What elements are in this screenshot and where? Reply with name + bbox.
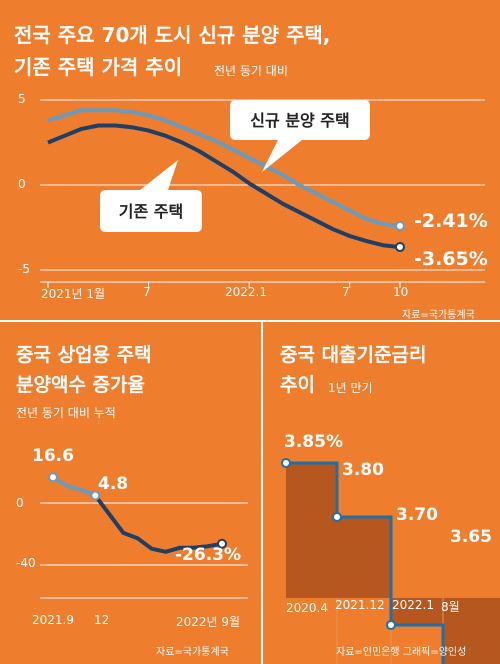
y-tick-minus40: -40 [16, 556, 36, 570]
label-16-6: 16.6 [32, 446, 74, 466]
y-tick-5: 5 [18, 92, 26, 106]
rate-step-line [286, 461, 445, 664]
end-label-new: -2.41% [414, 210, 488, 232]
panel2-title-line1: 중국 상업용 주택 [16, 344, 152, 366]
series-new-end-point [395, 220, 405, 231]
sales-growth-points [48, 472, 227, 549]
end-label-existing: -3.65% [414, 248, 488, 270]
rate-point [332, 512, 342, 522]
label-minus-26-3: -26.3% [175, 545, 242, 565]
x-tick-label: 7 [143, 285, 151, 299]
panel3-subtitle: 1년 만기 [328, 381, 373, 395]
new-housing-callout: 신규 분양 주택 [230, 100, 370, 172]
x-tick-label: 2021년 1월 [41, 287, 106, 301]
panel3-title-line2: 추이 [280, 374, 315, 396]
panel2-subtitle: 전년 동기 대비 누적 [16, 406, 116, 420]
panel3-source: 자료=인민은행 그래픽=양인성 [336, 647, 467, 658]
y-tick-minus5: -5 [18, 262, 30, 276]
panel1-title-line1: 전국 주요 70개 도시 신규 분양 주택, [14, 23, 331, 47]
horizontal-divider [0, 320, 500, 322]
label-3-70: 3.70 [396, 505, 438, 525]
data-point [48, 472, 58, 483]
panel2-title-line2: 분양액수 증가율 [16, 374, 145, 396]
panel1-subtitle: 전년 동기 대비 [214, 64, 288, 78]
x-tick-label: 2022.1 [225, 285, 267, 299]
rate-area [286, 463, 500, 664]
rate-points [281, 458, 396, 630]
x-tick-label: 10 [393, 285, 409, 299]
sales-growth-line [93, 494, 223, 554]
x-tick-label: 2020.4 [286, 601, 328, 615]
panel1-source: 자료=국가통계국 [402, 310, 475, 321]
existing-housing-label: 기존 주택 [119, 202, 183, 221]
x-tick-label: 8월 [441, 600, 460, 614]
label-4-8: 4.8 [98, 474, 129, 494]
x-tick-label: 2021.9 [32, 613, 74, 627]
data-point [90, 490, 101, 501]
x-tick-label: 2022.1 [392, 598, 434, 612]
y-tick-0: 0 [18, 177, 26, 191]
series-existing-housing-line [47, 123, 401, 250]
x-tick-label: 7 [342, 285, 350, 299]
data-point [217, 538, 227, 549]
label-3-85: 3.85% [284, 432, 343, 452]
sales-growth-line-highlight [51, 475, 97, 498]
new-housing-label: 신규 분양 주택 [250, 111, 349, 130]
series-existing-end-point [395, 242, 405, 253]
panel1-title-line2: 기존 주택 가격 추이 [14, 55, 183, 79]
x-tick-label: 12 [94, 613, 110, 627]
y-tick-0: 0 [16, 496, 24, 510]
label-3-80: 3.80 [342, 460, 384, 480]
x-tick-marks [47, 282, 401, 288]
rate-point [281, 458, 291, 468]
rate-point [386, 620, 396, 630]
x-tick-label: 2021.12 [335, 598, 385, 612]
vertical-divider [261, 322, 263, 664]
panel3-title-line1: 중국 대출기준금리 [280, 344, 427, 366]
label-3-65: 3.65 [450, 527, 492, 547]
x-tick-label: 2022년 9월 [176, 615, 241, 629]
series-new-housing-line [47, 108, 401, 228]
panel2-source: 자료=국가통계국 [156, 647, 229, 658]
existing-housing-callout: 기존 주택 [100, 160, 202, 232]
